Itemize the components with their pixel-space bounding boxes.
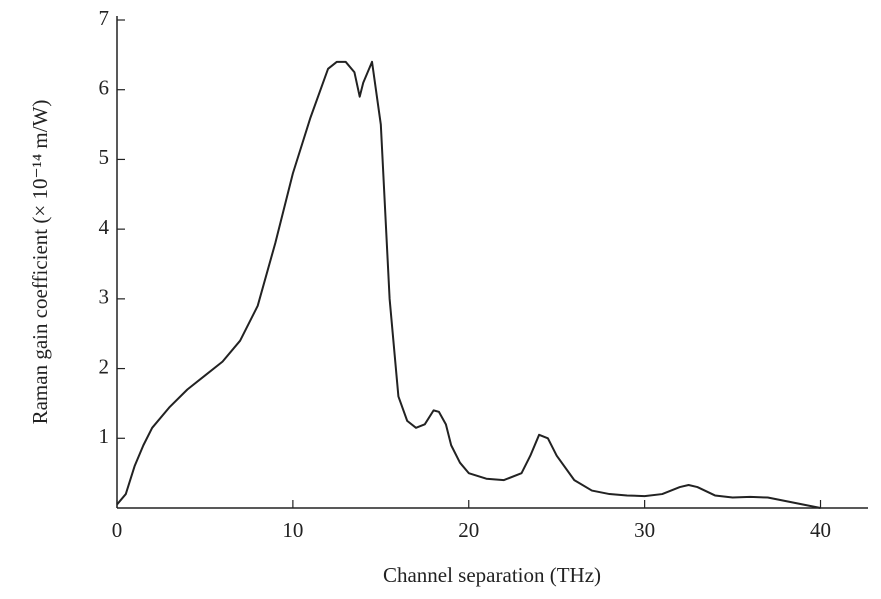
- y-tick-label: 5: [99, 145, 110, 169]
- y-tick-label: 2: [99, 354, 110, 378]
- x-tick-label: 40: [810, 518, 831, 542]
- x-tick-label: 30: [634, 518, 655, 542]
- y-tick-label: 1: [99, 424, 110, 448]
- x-tick-label: 10: [282, 518, 303, 542]
- y-tick-label: 4: [99, 215, 110, 239]
- x-tick-label: 0: [112, 518, 123, 542]
- x-axis-label: Channel separation (THz): [383, 563, 601, 587]
- y-tick-label: 6: [99, 76, 110, 100]
- y-tick-label: 3: [99, 285, 110, 309]
- y-axis-label: Raman gain coefficient (× 10⁻¹⁴ m/W): [28, 100, 52, 425]
- line: [116, 60, 821, 509]
- y-tick-label: 7: [99, 6, 110, 30]
- x-tick-label: 20: [458, 518, 479, 542]
